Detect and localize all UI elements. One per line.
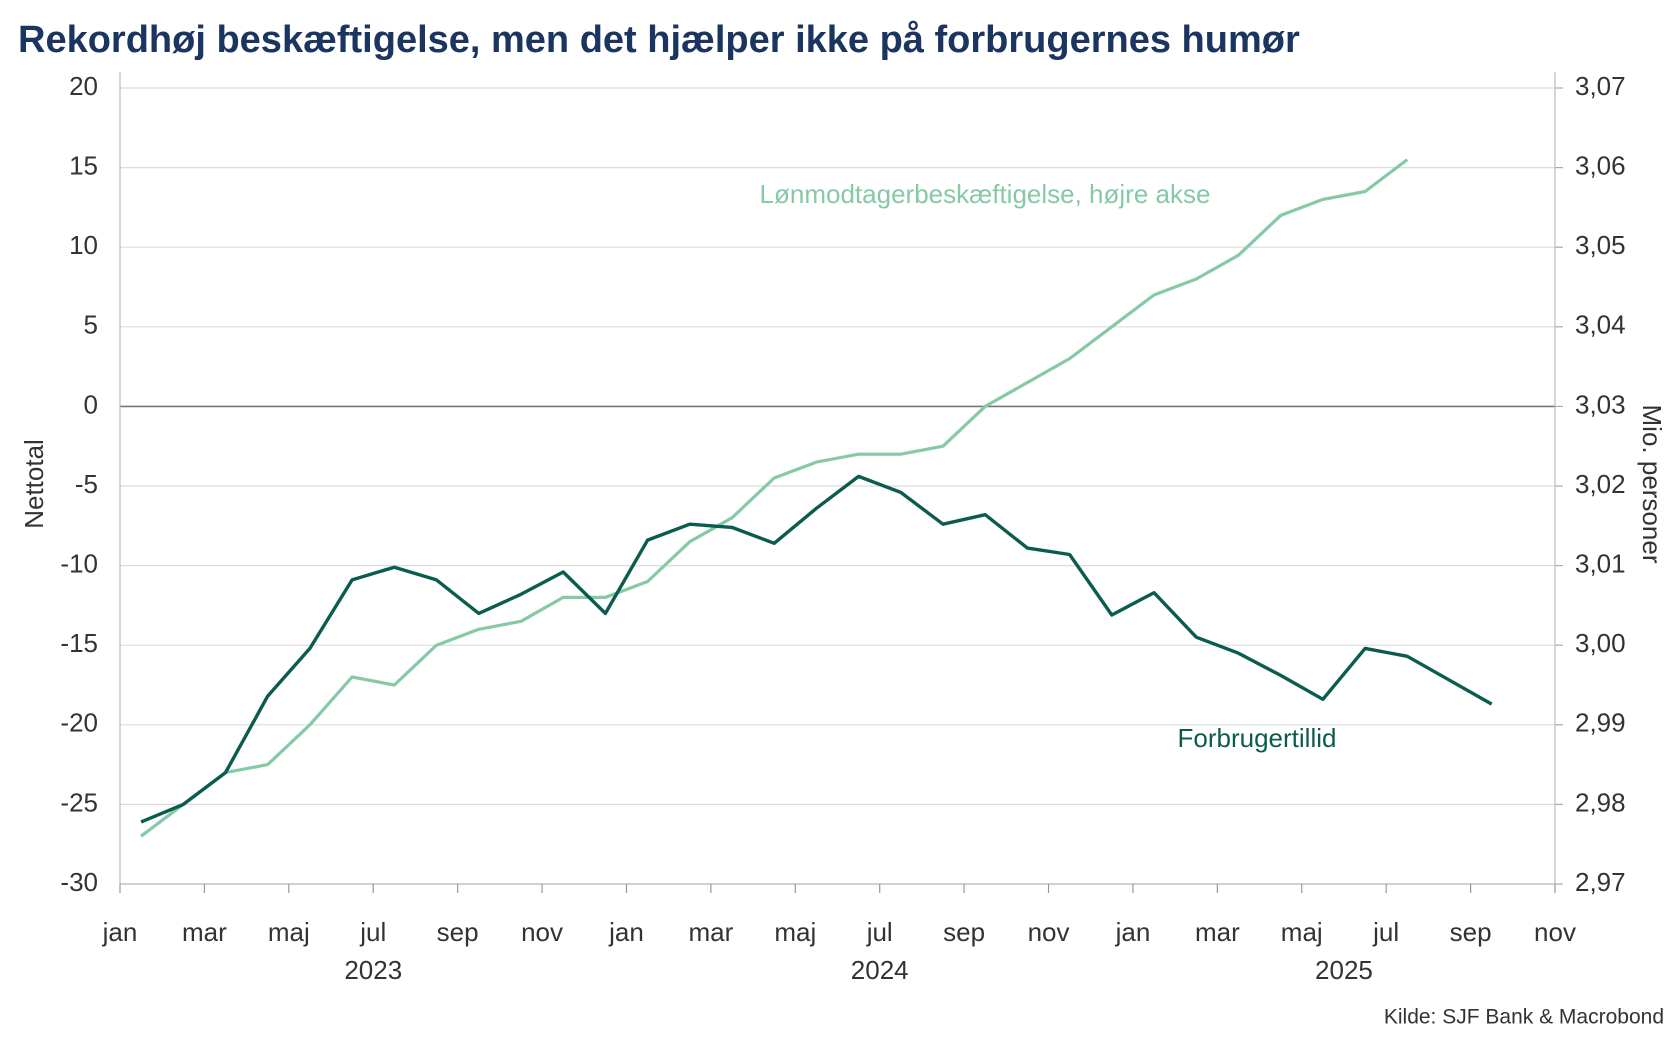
y2-tick-label: 3,02	[1575, 469, 1626, 499]
y-tick-label: 15	[69, 150, 98, 180]
y-tick-label: -15	[60, 628, 98, 658]
y2-axis-label: Mio. personer	[1637, 405, 1667, 564]
y-tick-label: -20	[60, 708, 98, 738]
x-tick-label: maj	[774, 917, 816, 947]
y-tick-label: -25	[60, 787, 98, 817]
y2-tick-label: 2,98	[1575, 787, 1626, 817]
x-tick-label: maj	[268, 917, 310, 947]
y2-tick-label: 2,99	[1575, 708, 1626, 738]
x-tick-label: mar	[1195, 917, 1240, 947]
y2-tick-label: 2,97	[1575, 867, 1626, 897]
x-tick-label: nov	[1534, 917, 1576, 947]
y2-tick-label: 3,03	[1575, 389, 1626, 419]
y-tick-label: 5	[84, 310, 98, 340]
y-tick-label: -10	[60, 548, 98, 578]
x-tick-label: jan	[102, 917, 138, 947]
series-label: Lønmodtagerbeskæftigelse, højre akse	[760, 179, 1211, 209]
x-tick-label: sep	[1450, 917, 1492, 947]
series-line	[140, 158, 1409, 838]
y-tick-label: -5	[75, 469, 98, 499]
x-tick-label: mar	[688, 917, 733, 947]
y2-tick-label: 3,00	[1575, 628, 1626, 658]
series-line	[140, 474, 1493, 824]
x-tick-label: jul	[359, 917, 386, 947]
year-label: 2024	[851, 955, 909, 985]
x-tick-label: sep	[437, 917, 479, 947]
y-tick-label: 0	[84, 389, 98, 419]
x-tick-label: nov	[521, 917, 563, 947]
y2-tick-label: 3,07	[1575, 71, 1626, 101]
y2-tick-label: 3,05	[1575, 230, 1626, 260]
chart-title: Rekordhøj beskæftigelse, men det hjælper…	[18, 19, 1300, 61]
y2-tick-label: 3,06	[1575, 150, 1626, 180]
y-tick-label: -30	[60, 867, 98, 897]
x-tick-label: jul	[866, 917, 893, 947]
year-label: 2025	[1315, 955, 1373, 985]
x-tick-label: jan	[608, 917, 644, 947]
x-tick-label: mar	[182, 917, 227, 947]
y-tick-label: 20	[69, 71, 98, 101]
year-label: 2023	[344, 955, 402, 985]
x-tick-label: maj	[1281, 917, 1323, 947]
y-axis-label: Nettotal	[19, 439, 49, 529]
source: Kilde: SJF Bank & Macrobond	[1384, 1006, 1664, 1029]
x-tick-label: jan	[1115, 917, 1151, 947]
x-tick-label: sep	[943, 917, 985, 947]
y2-tick-label: 3,01	[1575, 548, 1626, 578]
y2-tick-label: 3,04	[1575, 310, 1626, 340]
series-label: Forbrugertillid	[1178, 723, 1337, 753]
x-tick-label: jul	[1372, 917, 1399, 947]
y-tick-label: 10	[69, 230, 98, 260]
x-tick-label: nov	[1028, 917, 1070, 947]
